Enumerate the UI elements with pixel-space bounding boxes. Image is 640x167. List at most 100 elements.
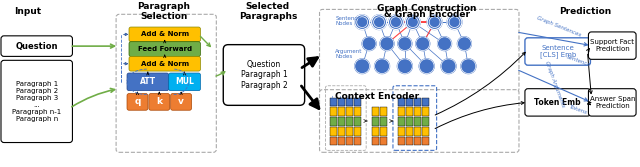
Text: Input: Input — [14, 7, 42, 16]
Bar — [422, 137, 429, 145]
Text: Token Emb: Token Emb — [534, 98, 581, 107]
Bar — [339, 137, 346, 145]
Circle shape — [441, 59, 456, 73]
Bar — [406, 137, 413, 145]
Circle shape — [397, 59, 412, 73]
Text: Prediction: Prediction — [559, 7, 612, 16]
FancyBboxPatch shape — [171, 94, 191, 110]
Bar — [398, 107, 405, 116]
Text: v: v — [178, 97, 184, 106]
Bar — [330, 117, 337, 126]
Bar — [414, 127, 420, 136]
Circle shape — [355, 59, 370, 73]
Bar — [380, 107, 387, 116]
FancyBboxPatch shape — [129, 27, 200, 42]
Text: Sentence
[CLS] Emb: Sentence [CLS] Emb — [540, 45, 576, 58]
Text: Paragraph
Selection: Paragraph Selection — [137, 2, 190, 21]
Text: Feed Forward: Feed Forward — [138, 46, 192, 52]
Text: Question
Paragraph 1
Paragraph 2: Question Paragraph 1 Paragraph 2 — [241, 60, 287, 90]
Bar — [330, 127, 337, 136]
Bar — [339, 107, 346, 116]
Bar — [355, 107, 361, 116]
Circle shape — [416, 37, 429, 51]
Bar — [422, 98, 429, 106]
Text: Add & Norm: Add & Norm — [141, 61, 189, 67]
FancyBboxPatch shape — [116, 14, 216, 152]
FancyBboxPatch shape — [223, 45, 305, 105]
Circle shape — [419, 59, 434, 73]
Bar — [330, 137, 337, 145]
Text: Nodes: Nodes — [335, 54, 353, 59]
Circle shape — [447, 15, 462, 30]
Text: Sentence: Sentence — [566, 55, 591, 68]
Circle shape — [380, 37, 394, 51]
Bar — [372, 137, 379, 145]
FancyBboxPatch shape — [1, 60, 72, 142]
Circle shape — [458, 37, 471, 51]
Bar — [346, 98, 353, 106]
Circle shape — [355, 15, 370, 30]
Text: Question: Question — [15, 42, 58, 51]
FancyBboxPatch shape — [129, 56, 200, 71]
Bar — [355, 117, 361, 126]
Bar — [339, 117, 346, 126]
Bar — [380, 127, 387, 136]
Bar — [398, 127, 405, 136]
Bar — [355, 98, 361, 106]
Text: Support Fact
Prediction: Support Fact Prediction — [590, 39, 634, 52]
Bar — [414, 137, 420, 145]
Bar — [406, 117, 413, 126]
FancyBboxPatch shape — [127, 94, 148, 110]
Bar — [406, 107, 413, 116]
Text: MUL: MUL — [175, 77, 194, 86]
Circle shape — [362, 37, 376, 51]
FancyBboxPatch shape — [149, 94, 170, 110]
Text: k: k — [156, 97, 163, 106]
Text: Context Encoder: Context Encoder — [335, 92, 419, 101]
Bar — [330, 98, 337, 106]
Text: Selected
Paragraphs: Selected Paragraphs — [239, 2, 297, 21]
Text: Sentence: Sentence — [335, 16, 361, 21]
Text: Paragraph 1
Paragraph 2
Paragraph 3
...
Paragraph n-1
Paragraph n: Paragraph 1 Paragraph 2 Paragraph 3 ... … — [12, 81, 61, 122]
FancyBboxPatch shape — [127, 73, 169, 91]
Text: Answer Span
Prediction: Answer Span Prediction — [589, 96, 635, 109]
Bar — [372, 107, 379, 116]
Bar — [422, 107, 429, 116]
Circle shape — [438, 37, 451, 51]
Bar — [406, 98, 413, 106]
Bar — [398, 98, 405, 106]
Bar — [339, 127, 346, 136]
Bar — [380, 137, 387, 145]
Text: Add & Norm: Add & Norm — [141, 31, 189, 37]
Text: Graph Sentences: Graph Sentences — [536, 16, 582, 38]
Bar — [346, 117, 353, 126]
Bar — [346, 127, 353, 136]
Circle shape — [388, 15, 403, 30]
FancyBboxPatch shape — [588, 89, 636, 116]
Circle shape — [372, 15, 387, 30]
Bar — [330, 107, 337, 116]
Circle shape — [405, 15, 420, 30]
Circle shape — [398, 37, 412, 51]
Bar — [346, 137, 353, 145]
Text: Graph Construction: Graph Construction — [377, 4, 476, 13]
Bar — [372, 117, 379, 126]
Bar — [346, 107, 353, 116]
FancyBboxPatch shape — [129, 42, 200, 56]
Bar — [398, 137, 405, 145]
Text: q: q — [134, 97, 141, 106]
Text: Tokens: Tokens — [569, 105, 588, 116]
FancyBboxPatch shape — [319, 9, 519, 92]
FancyBboxPatch shape — [588, 32, 636, 59]
Text: ATT: ATT — [140, 77, 156, 86]
FancyBboxPatch shape — [525, 89, 591, 116]
Bar — [414, 107, 420, 116]
FancyBboxPatch shape — [525, 38, 591, 65]
Text: Nodes: Nodes — [335, 21, 353, 26]
Bar — [406, 127, 413, 136]
Bar — [422, 117, 429, 126]
Bar — [339, 98, 346, 106]
Text: Graph Arguments: Graph Arguments — [544, 60, 565, 108]
Bar — [398, 117, 405, 126]
Bar — [414, 117, 420, 126]
